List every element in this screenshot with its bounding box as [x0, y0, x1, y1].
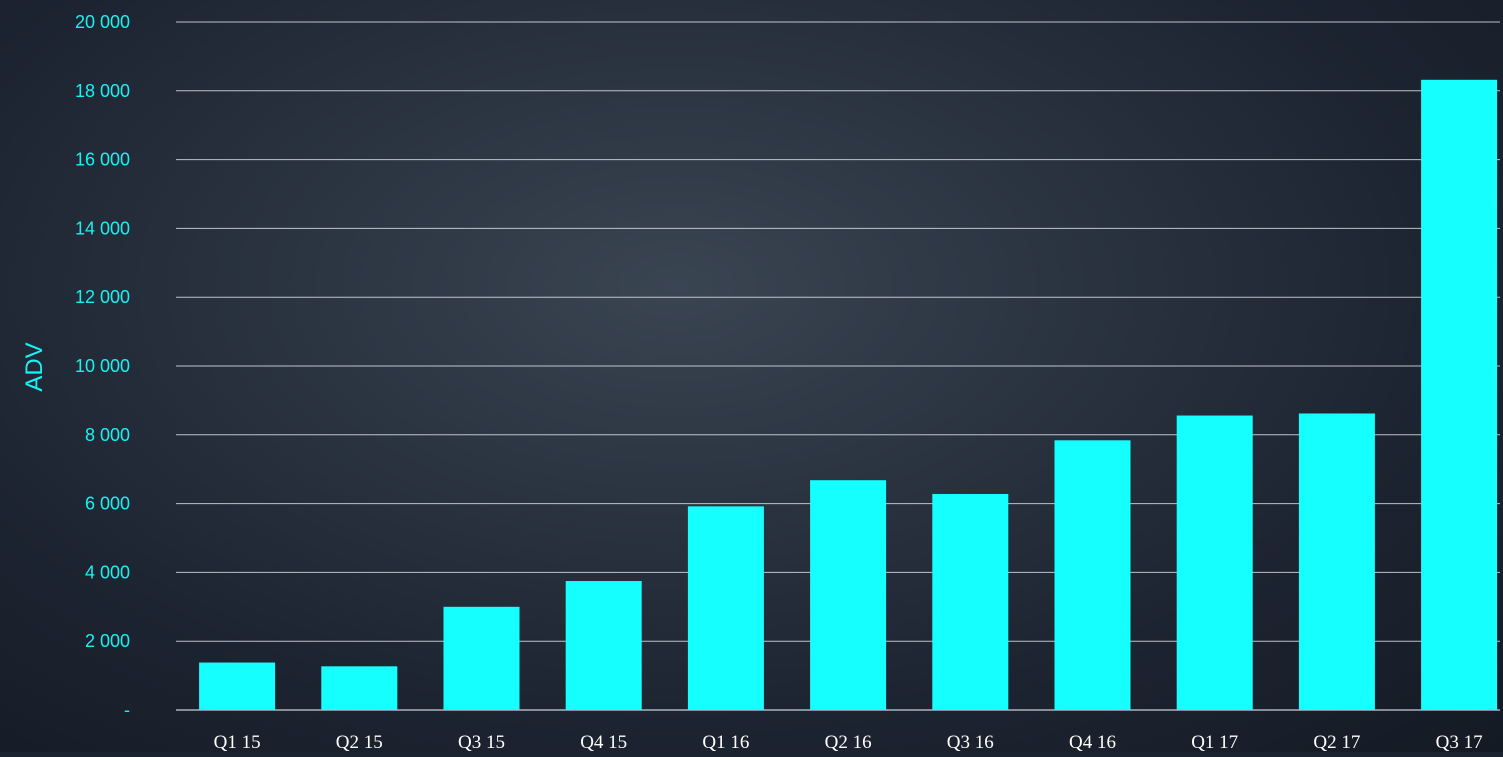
- bar: [1054, 440, 1131, 710]
- y-axis-label: ADV: [21, 342, 48, 391]
- y-tick-label: 20 000: [75, 12, 130, 32]
- bar: [810, 480, 887, 710]
- x-tick-label: Q4 16: [1069, 732, 1116, 752]
- bar: [443, 606, 520, 710]
- x-tick-label: Q1 16: [702, 732, 749, 752]
- bar: [687, 506, 764, 710]
- x-tick-label: Q3 15: [458, 732, 505, 752]
- x-tick-label: Q1 15: [214, 732, 261, 752]
- y-tick-label: 2 000: [85, 631, 130, 651]
- bar: [565, 581, 642, 710]
- bar: [321, 666, 398, 710]
- x-tick-label: Q3 17: [1436, 732, 1483, 752]
- y-tick-label: -: [124, 700, 130, 720]
- x-tick-label: Q2 16: [825, 732, 872, 752]
- y-tick-label: 6 000: [85, 494, 130, 514]
- y-axis-ticks: - 2 000 4 000 6 000 8 000 10 000 12 000 14 000 1…: [75, 12, 130, 720]
- bar: [199, 662, 276, 710]
- y-tick-label: 10 000: [75, 356, 130, 376]
- y-tick-label: 12 000: [75, 287, 130, 307]
- y-tick-label: 18 000: [75, 81, 130, 101]
- bar: [932, 493, 1009, 710]
- x-tick-label: Q3 16: [947, 732, 994, 752]
- bar: [1298, 413, 1375, 710]
- bar: [1176, 415, 1253, 710]
- x-tick-label: Q1 17: [1191, 732, 1238, 752]
- y-tick-label: 4 000: [85, 562, 130, 582]
- y-tick-label: 8 000: [85, 425, 130, 445]
- x-tick-label: Q2 15: [336, 732, 383, 752]
- bar: [1421, 79, 1498, 711]
- y-tick-label: 14 000: [75, 218, 130, 238]
- y-tick-label: 16 000: [75, 150, 130, 170]
- x-tick-label: Q2 17: [1313, 732, 1360, 752]
- bars: [199, 79, 1498, 711]
- x-tick-label: Q4 15: [580, 732, 627, 752]
- x-axis-ticks: Q1 15 Q2 15 Q3 15 Q4 15 Q1 16 Q2 16 Q3 16 Q4 16…: [214, 732, 1483, 753]
